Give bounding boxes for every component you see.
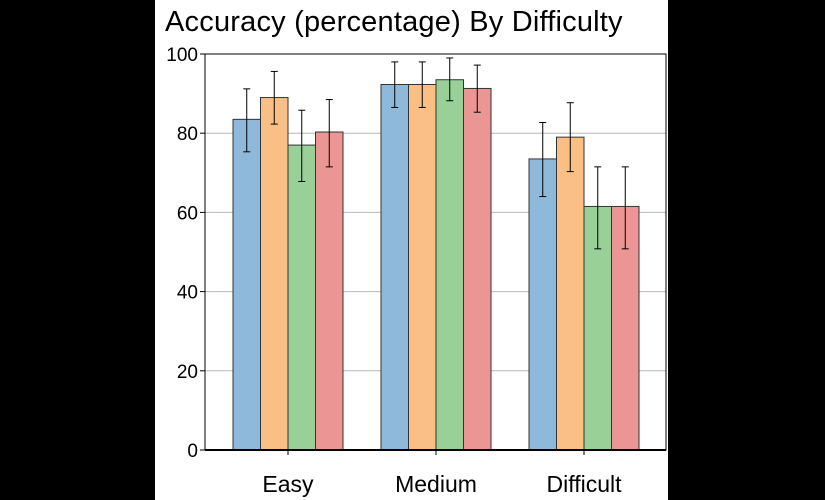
bar [528,158,557,451]
bar [463,87,492,451]
bar [315,131,344,451]
y-tick-label: 20 [177,362,198,383]
bar [380,83,409,451]
bar [260,97,289,451]
x-category-label: Difficult [547,471,623,497]
y-tick-label: 60 [177,203,198,224]
y-tick-label: 0 [187,441,198,462]
x-category-label: Easy [262,471,314,497]
bar [232,118,261,451]
bar [556,136,585,451]
bar [408,83,437,451]
y-tick-label: 80 [177,124,198,145]
x-category-label: Medium [395,471,477,497]
chart-title: Accuracy (percentage) By Difficulty [165,6,623,38]
y-tick-label: 40 [177,283,198,304]
bar [435,79,464,451]
bar [287,144,316,451]
y-tick-label: 100 [166,45,198,66]
